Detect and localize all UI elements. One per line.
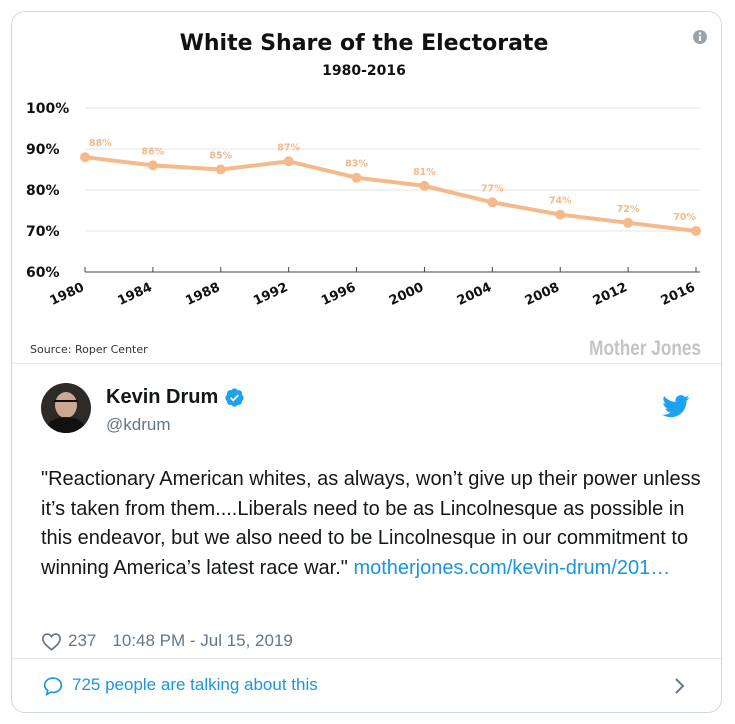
x-tick-label: 1988 [183,280,222,309]
heart-icon[interactable] [41,632,62,651]
data-point [80,152,90,163]
data-point [419,180,430,191]
chart-subtitle: 1980-2016 [322,63,406,79]
data-label: 86% [142,146,165,157]
data-point [691,226,701,236]
tweet-link[interactable]: motherjones.com/kevin-drum/201… [353,556,671,579]
data-point [623,217,634,228]
chart-title: White Share of the Electorate [180,31,549,56]
data-label: 88% [89,138,112,149]
twitter-bird-icon[interactable] [662,395,690,418]
data-point [351,172,362,183]
x-tick-label: 1980 [48,280,87,309]
data-point [147,160,158,171]
divider [12,658,721,659]
line-chart: White Share of the Electorate 1980-2016 … [26,30,707,361]
author-row[interactable]: Kevin Drum [106,386,245,409]
tweet-body: "Reactionary American whites, as always,… [41,468,701,579]
x-tick-label: 2012 [591,280,630,309]
chart-image[interactable]: White Share of the Electorate 1980-2016 … [12,12,721,363]
data-label: 81% [413,167,436,178]
chart-source: Source: Roper Center [30,343,148,356]
handle[interactable]: @kdrum [106,415,171,434]
x-tick-label: 2000 [387,280,426,309]
x-tick-label: 2004 [455,280,494,309]
data-label: 83% [345,159,368,170]
tweet: Kevin Drum @kdrum "Reactionary American … [12,364,721,664]
verified-badge-icon [225,388,244,407]
data-label: 70% [673,212,696,223]
data-point [487,197,498,208]
x-tick-label: 2016 [659,280,698,309]
speech-bubble-icon [43,677,63,696]
series-line [83,155,698,233]
mother-jones-logo: Mother Jones [589,338,701,361]
info-icon[interactable] [693,30,707,44]
data-point [215,164,226,175]
talking-about-link[interactable]: 725 people are talking about this [12,659,721,712]
x-tick-label: 1996 [319,280,358,309]
data-label: 74% [549,196,572,207]
tweet-meta: 237 10:48 PM - Jul 15, 2019 [41,631,293,651]
like-count[interactable]: 237 [68,631,97,650]
data-point [555,209,566,220]
talking-about-text[interactable]: 725 people are talking about this [72,675,318,694]
y-tick-label: 60% [26,265,60,281]
data-label: 87% [277,142,300,153]
data-label: 72% [617,204,640,215]
avatar[interactable] [41,383,91,433]
timestamp[interactable]: 10:48 PM - Jul 15, 2019 [112,631,293,650]
divider [12,363,721,364]
embedded-tweet-card: White Share of the Electorate 1980-2016 … [11,11,722,713]
data-point [283,156,294,167]
y-tick-label: 70% [26,224,60,240]
tweet-text: "Reactionary American whites, as always,… [41,465,701,583]
chevron-right-icon[interactable] [672,677,686,695]
x-tick-label: 1984 [115,280,154,309]
x-tick-label: 1992 [251,280,290,309]
y-tick-label: 90% [26,142,60,158]
data-label: 77% [481,183,504,194]
y-tick-label: 80% [26,183,60,199]
data-label: 85% [209,151,232,162]
y-tick-label: 100% [26,101,69,117]
display-name[interactable]: Kevin Drum [106,386,219,408]
x-tick-label: 2008 [523,280,562,309]
